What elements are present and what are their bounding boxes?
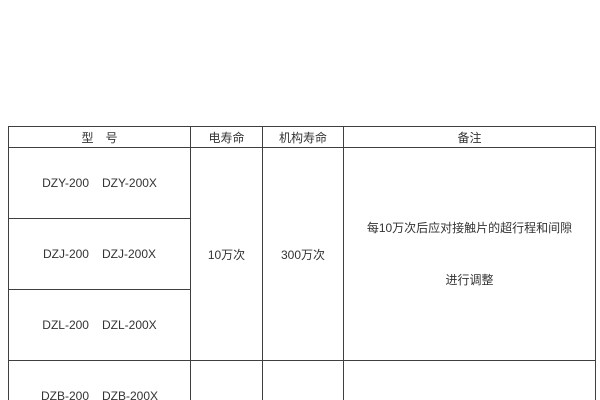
model-name: DZL-200 (42, 318, 89, 332)
model-name: DZJ-200 (42, 247, 89, 261)
table-row: DZL-200 DZL-200X (8, 289, 596, 361)
table-row: DZJ-200 DZJ-200X (8, 218, 596, 290)
col-header-mechanism-life: 机构寿命 (262, 126, 344, 148)
col-header-electrical-life: 电寿命 (190, 126, 263, 148)
electrical-life-upper-cell: 10万次 (190, 147, 263, 361)
remarks-lower-cell (343, 360, 596, 400)
table-row: DZB-200 DZB-200X 1000次 (8, 360, 596, 400)
table-header-row: 型 号 电寿命 机构寿命 备注 (8, 126, 596, 148)
model-cell: DZJ-200 DZJ-200X (8, 218, 191, 290)
electrical-life-lower-cell: 1000次 (190, 360, 263, 400)
col-header-model: 型 号 (8, 126, 191, 148)
col-header-remarks: 备注 (343, 126, 596, 148)
model-name: DZY-200 (42, 176, 89, 190)
model-cell: DZB-200 DZB-200X (8, 360, 191, 400)
remarks-line-1: 每10万次后应对接触片的超行程和间隙 (366, 221, 573, 235)
remarks-upper-cell: 每10万次后应对接触片的超行程和间隙 进行调整 (343, 147, 596, 361)
mechanism-life-lower-cell (262, 360, 344, 400)
spec-table: 型 号 电寿命 机构寿命 备注 DZY-200 DZY-200X 10万次 30… (8, 126, 596, 400)
model-name: DZB-200 (40, 389, 89, 400)
model-name-x: DZL-200X (101, 318, 157, 332)
model-cell: DZY-200 DZY-200X (8, 147, 191, 219)
model-name-x: DZY-200X (102, 176, 157, 190)
model-name-x: DZJ-200X (101, 247, 157, 261)
model-name-x: DZB-200X (102, 389, 159, 400)
remarks-line-2: 进行调整 (445, 273, 494, 287)
mechanism-life-upper-cell: 300万次 (262, 147, 344, 361)
table-row: DZY-200 DZY-200X 10万次 300万次 每10万次后应对接触片的… (8, 147, 596, 361)
model-cell: DZL-200 DZL-200X (8, 289, 191, 361)
